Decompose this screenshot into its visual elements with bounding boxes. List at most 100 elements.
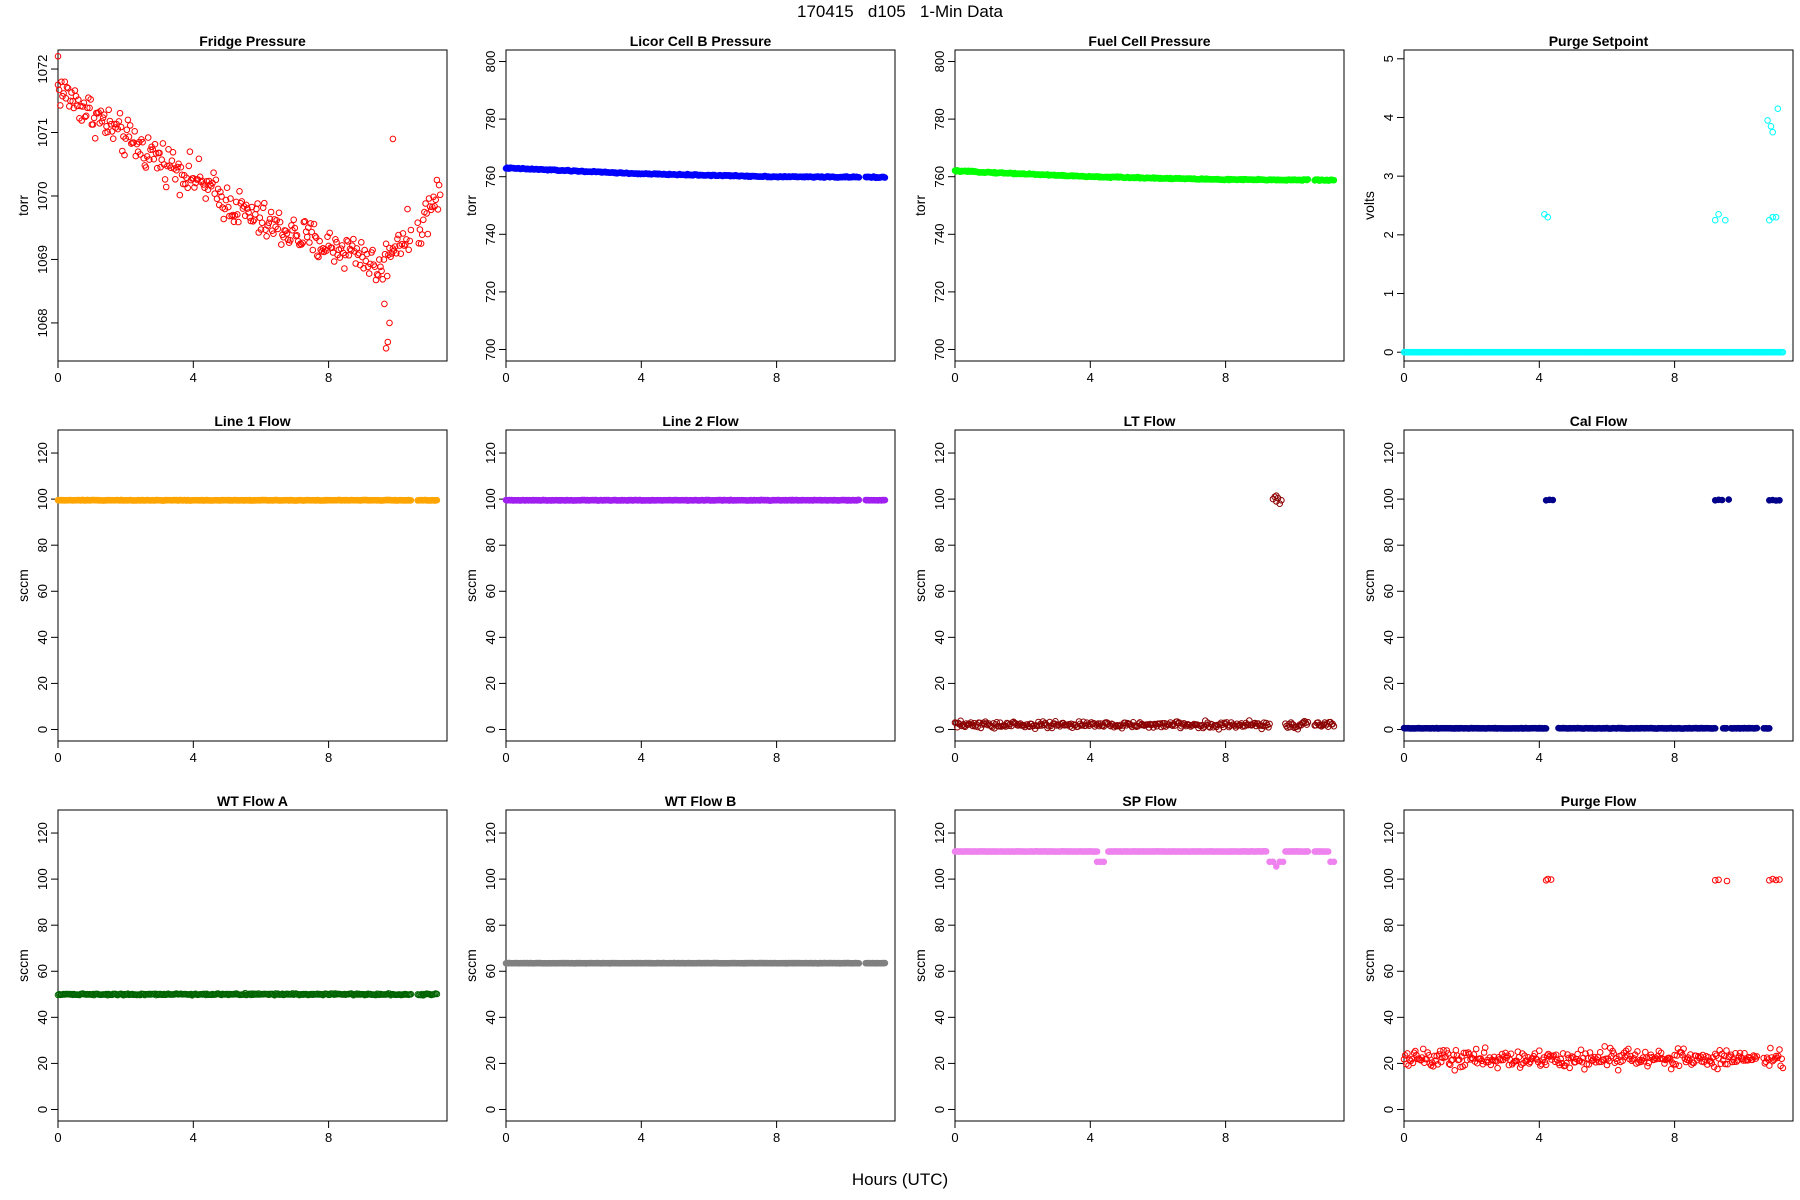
data-point bbox=[87, 96, 94, 103]
data-point bbox=[434, 206, 442, 213]
y-tick-label: 740 bbox=[932, 223, 947, 245]
x-tick-label: 4 bbox=[638, 370, 645, 385]
data-point bbox=[342, 251, 349, 259]
data-point bbox=[360, 265, 367, 272]
data-point bbox=[1542, 725, 1550, 732]
data-point bbox=[97, 107, 105, 115]
y-tick-label: 80 bbox=[35, 538, 50, 552]
panel-title: Fuel Cell Pressure bbox=[1088, 33, 1210, 49]
data-point bbox=[373, 271, 381, 278]
data-point bbox=[1769, 128, 1776, 136]
data-point bbox=[316, 237, 323, 245]
data-point bbox=[369, 246, 376, 254]
data-point bbox=[191, 184, 198, 191]
data-point bbox=[299, 239, 307, 247]
x-tick-label: 4 bbox=[190, 370, 197, 385]
x-tick-label: 0 bbox=[54, 370, 61, 385]
data-point bbox=[881, 959, 889, 967]
data-point bbox=[394, 235, 401, 243]
data-point bbox=[150, 155, 158, 163]
y-tick-label: 40 bbox=[35, 630, 50, 644]
y-axis-label: sccm bbox=[15, 569, 31, 602]
data-point bbox=[55, 86, 63, 94]
data-point bbox=[1779, 348, 1787, 356]
panel-2: Licor Cell B Pressure 700 720 740 760 780 800 t… bbox=[463, 33, 896, 385]
data-point bbox=[1596, 1049, 1604, 1056]
data-point bbox=[64, 84, 72, 92]
data-point bbox=[1536, 1047, 1543, 1054]
plot-frame bbox=[505, 49, 896, 362]
data-point bbox=[307, 220, 314, 227]
y-axis-label: volts bbox=[1361, 191, 1377, 220]
data-point bbox=[1718, 496, 1726, 504]
y-tick-label: 120 bbox=[483, 822, 498, 844]
data-point bbox=[1324, 848, 1332, 855]
data-point bbox=[208, 182, 215, 190]
data-point bbox=[210, 169, 217, 176]
y-tick-label: 80 bbox=[932, 918, 947, 932]
data-point bbox=[382, 240, 390, 248]
data-point bbox=[378, 267, 385, 275]
data-points bbox=[1400, 875, 1787, 1074]
data-point bbox=[126, 122, 134, 129]
data-point bbox=[212, 176, 220, 184]
data-point bbox=[117, 123, 125, 131]
data-point bbox=[393, 250, 400, 257]
data-point bbox=[139, 138, 146, 146]
data-point bbox=[249, 218, 257, 225]
data-point bbox=[291, 224, 299, 232]
panel-title: WT Flow A bbox=[217, 793, 288, 809]
y-tick-label: 20 bbox=[1381, 676, 1396, 690]
data-point bbox=[137, 151, 144, 158]
data-point bbox=[179, 180, 187, 188]
plot-frame bbox=[1403, 809, 1794, 1122]
x-tick-label: 4 bbox=[1087, 750, 1094, 765]
data-point bbox=[99, 114, 107, 121]
data-point bbox=[283, 230, 291, 237]
y-tick-label: 760 bbox=[932, 166, 947, 188]
data-point bbox=[433, 496, 441, 504]
y-tick-label: 20 bbox=[483, 676, 498, 690]
data-point bbox=[162, 183, 170, 191]
panel-8: Cal Flow 0 20 40 60 80 100 120 sccm 0 4 8 bbox=[1361, 413, 1794, 765]
y-tick-label: 120 bbox=[483, 442, 498, 464]
data-point bbox=[1262, 848, 1270, 855]
data-point bbox=[250, 216, 258, 224]
data-point bbox=[67, 97, 74, 105]
data-point bbox=[381, 250, 389, 258]
y-axis-label: sccm bbox=[1361, 949, 1377, 982]
data-point bbox=[1769, 213, 1776, 221]
y-tick-label: 0 bbox=[1381, 349, 1396, 356]
data-point bbox=[855, 496, 863, 504]
data-point bbox=[303, 233, 311, 241]
x-tick-label: 8 bbox=[325, 750, 332, 765]
data-point bbox=[109, 135, 117, 142]
plot-frame bbox=[954, 49, 1345, 362]
data-point bbox=[165, 146, 172, 153]
y-tick-label: 20 bbox=[932, 1056, 947, 1070]
data-point bbox=[383, 272, 391, 280]
y-tick-label: 60 bbox=[1381, 584, 1396, 598]
data-point bbox=[167, 164, 175, 171]
data-point bbox=[98, 118, 106, 125]
data-point bbox=[1725, 496, 1732, 503]
panel-title: SP Flow bbox=[1122, 793, 1176, 809]
x-tick-label: 0 bbox=[1400, 750, 1407, 765]
data-point bbox=[344, 238, 352, 245]
data-point bbox=[377, 263, 384, 271]
data-point bbox=[423, 210, 431, 217]
panel-title: Licor Cell B Pressure bbox=[630, 33, 772, 49]
y-tick-label: 40 bbox=[1381, 1010, 1396, 1024]
data-point bbox=[80, 99, 88, 107]
data-point bbox=[124, 116, 132, 124]
data-point bbox=[432, 196, 440, 204]
y-tick-label: 100 bbox=[1381, 488, 1396, 510]
data-point bbox=[131, 128, 138, 135]
data-point bbox=[123, 126, 131, 134]
data-point bbox=[881, 174, 889, 181]
data-point bbox=[855, 960, 863, 967]
data-point bbox=[247, 217, 255, 225]
data-point bbox=[100, 111, 108, 118]
data-point bbox=[159, 140, 167, 147]
x-tick-label: 8 bbox=[325, 1130, 332, 1145]
